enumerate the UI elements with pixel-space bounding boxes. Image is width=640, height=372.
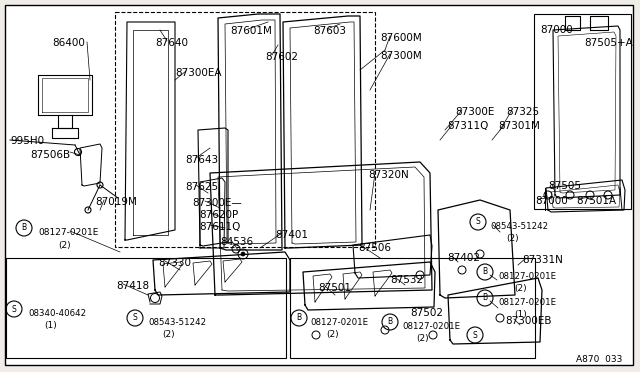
Text: 87501A: 87501A [576,196,616,206]
Text: 87502: 87502 [410,308,443,318]
Text: 87331N: 87331N [522,255,563,265]
Text: 87300E: 87300E [455,107,494,117]
Bar [534,14,631,209]
Text: 87532: 87532 [390,275,423,285]
Text: 87620P: 87620P [199,210,238,220]
Text: (2): (2) [506,234,518,243]
Text: A870 033: A870 033 [576,355,622,364]
Text: 87301M: 87301M [498,121,540,131]
Bar [290,258,535,358]
Text: 87640: 87640 [155,38,188,48]
Circle shape [241,252,245,256]
Text: B: B [296,314,301,323]
Text: 08127-0201E: 08127-0201E [402,322,460,331]
Text: 08127-0201E: 08127-0201E [310,318,368,327]
Text: 87418: 87418 [116,281,149,291]
Text: 87311Q: 87311Q [447,121,488,131]
Text: 87505: 87505 [548,181,581,191]
Text: 87505+A: 87505+A [584,38,633,48]
Text: 87300M: 87300M [380,51,422,61]
Text: 87300E—: 87300E— [192,198,242,208]
Text: 08340-40642: 08340-40642 [28,309,86,318]
Text: (2): (2) [514,284,527,293]
Text: 87000: 87000 [535,196,568,206]
Text: B: B [21,224,27,232]
Text: (2): (2) [326,330,339,339]
Text: 87506B: 87506B [30,150,70,160]
Text: 87625: 87625 [185,182,218,192]
Text: 08543-51242: 08543-51242 [490,222,548,231]
Text: 87300EB: 87300EB [505,316,552,326]
Text: 08127-0201E: 08127-0201E [38,228,99,237]
Text: 87401: 87401 [275,230,308,240]
Text: 87601M: 87601M [230,26,272,36]
Bar [6,258,286,358]
Text: 87643: 87643 [185,155,218,165]
Text: S: S [472,330,477,340]
Text: 87325: 87325 [506,107,539,117]
Text: 87600M: 87600M [380,33,422,43]
Text: (2): (2) [58,241,70,250]
Text: (2): (2) [416,334,429,343]
Text: 87611Q: 87611Q [199,222,241,232]
Text: 87501: 87501 [318,283,351,293]
Text: 87402: 87402 [447,253,480,263]
Bar [115,12,375,247]
Text: 87019M: 87019M [95,197,137,207]
Text: (2): (2) [162,330,175,339]
Text: 86400: 86400 [52,38,85,48]
Text: (1): (1) [514,310,527,319]
Text: 995H0: 995H0 [10,136,44,146]
Text: 87506: 87506 [358,243,391,253]
Text: 87603: 87603 [313,26,346,36]
Text: 08127-0201E: 08127-0201E [498,298,556,307]
Text: 87602: 87602 [265,52,298,62]
Text: (1): (1) [44,321,57,330]
Text: B: B [483,267,488,276]
Text: S: S [476,218,481,227]
Text: B: B [483,294,488,302]
Text: S: S [12,305,17,314]
Text: 87300EA: 87300EA [175,68,221,78]
Text: 08543-51242: 08543-51242 [148,318,206,327]
Text: B: B [387,317,392,327]
Text: 87320N: 87320N [368,170,409,180]
Text: S: S [132,314,138,323]
Text: 08127-0201E: 08127-0201E [498,272,556,281]
Text: 87330: 87330 [158,258,191,268]
Text: 87000: 87000 [540,25,573,35]
Text: 84536: 84536 [220,237,253,247]
